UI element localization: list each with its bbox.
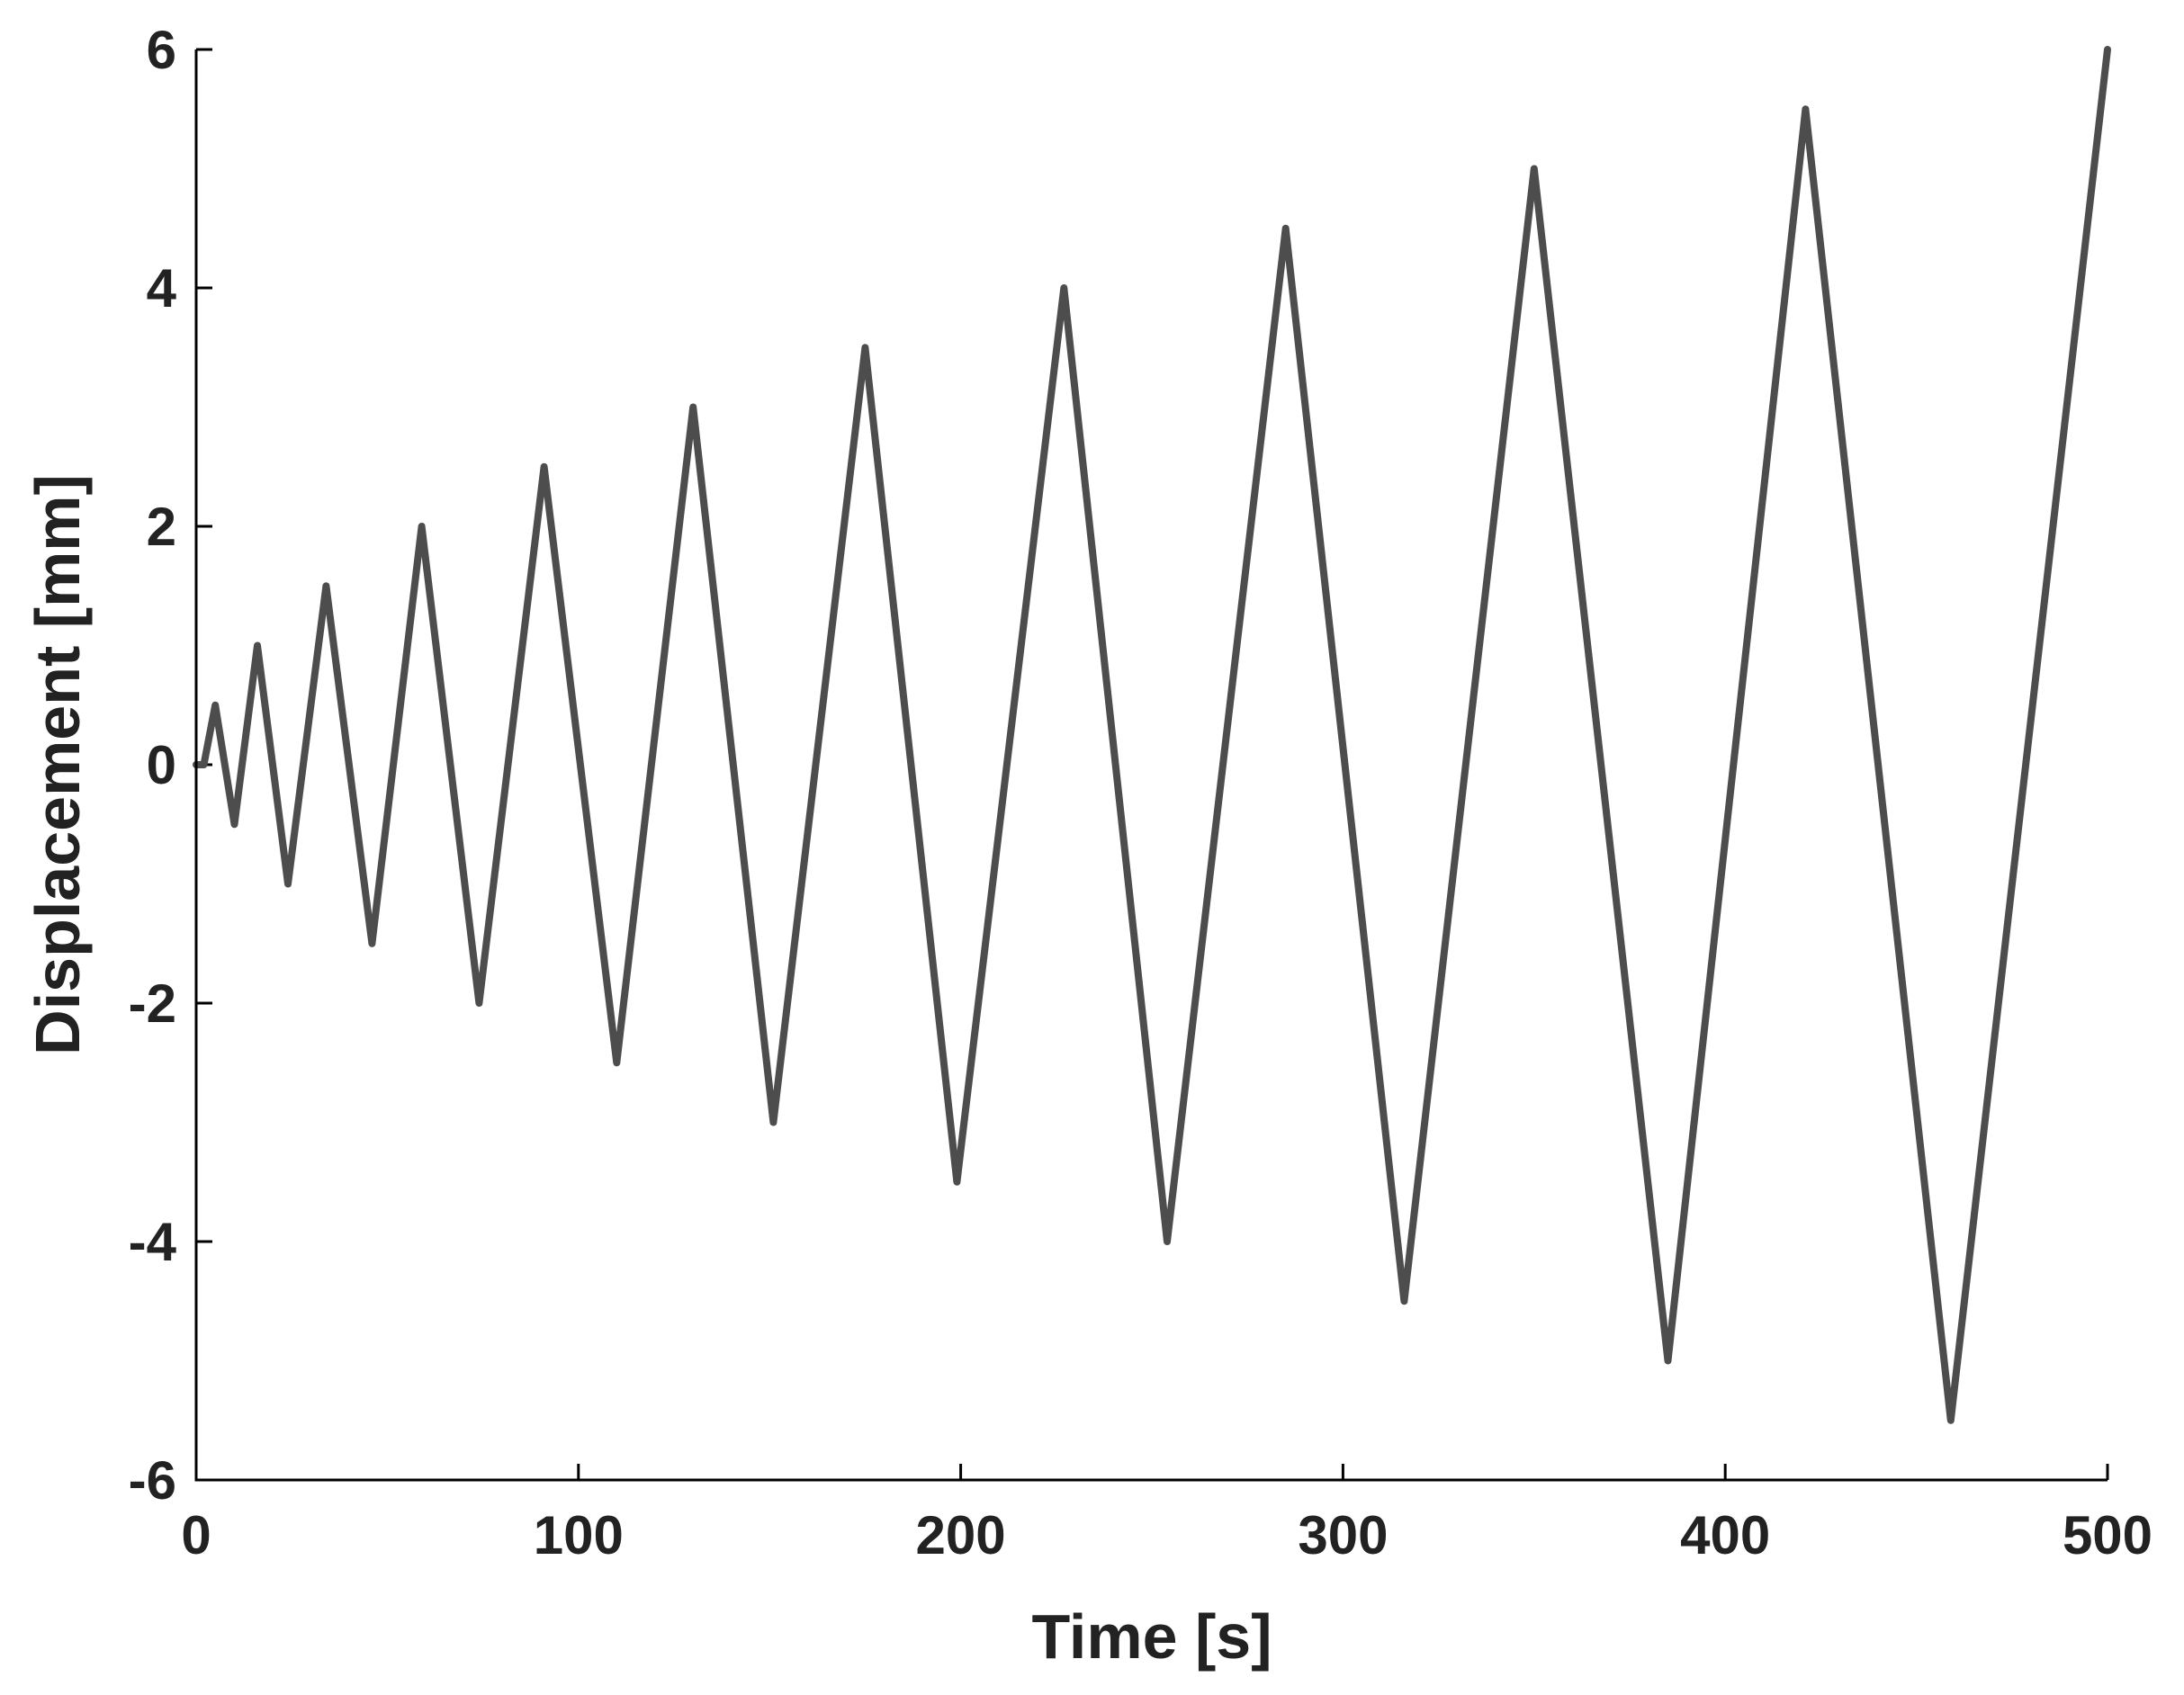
y-axis-title: Displacement [mm] (22, 474, 93, 1055)
x-tick-label: 0 (181, 1505, 211, 1565)
x-axis-title: Time [s] (1031, 1601, 1272, 1672)
plot-area (193, 46, 2111, 1424)
x-tick-label: 100 (534, 1505, 624, 1565)
axes-frame (194, 49, 2108, 1482)
y-tick-label: 6 (147, 20, 176, 80)
x-tick-label: 500 (2063, 1505, 2153, 1565)
axis-ticks: 0 100 200 300 400 500 6 4 2 0 -2 -4 -6 (129, 20, 2153, 1565)
y-tick-label: 4 (147, 258, 177, 318)
y-tick-label: -2 (129, 973, 176, 1034)
x-tick-label: 200 (916, 1505, 1006, 1565)
displacement-series-line (193, 46, 2111, 1424)
x-tick-label: 400 (1680, 1505, 1770, 1565)
y-tick-label: -4 (129, 1212, 177, 1272)
y-tick-label: 0 (147, 735, 176, 795)
y-tick-label: -6 (129, 1450, 176, 1511)
y-tick-label: 2 (147, 497, 176, 557)
x-tick-label: 300 (1298, 1505, 1388, 1565)
